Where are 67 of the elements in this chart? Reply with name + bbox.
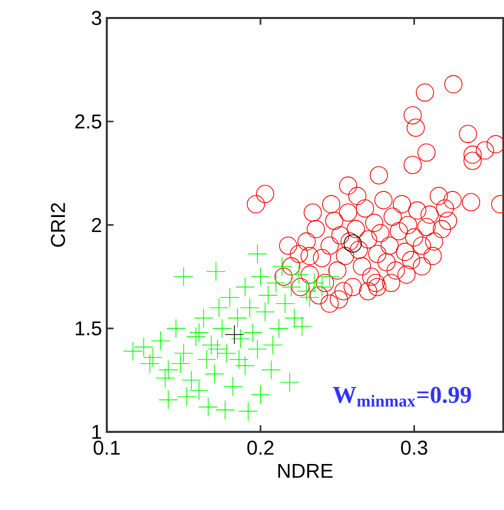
y-tick-label: 2.5 — [75, 114, 102, 129]
point — [243, 322, 263, 342]
point — [266, 273, 286, 293]
point — [235, 277, 255, 297]
point — [238, 401, 258, 421]
y-axis-title: CRI2 — [50, 203, 66, 247]
point — [320, 266, 340, 286]
point — [186, 326, 206, 346]
point — [223, 376, 243, 396]
y-tick-label: 1.5 — [76, 321, 102, 336]
point — [202, 335, 222, 355]
x-axis-title: NDRE — [278, 464, 333, 478]
point — [296, 281, 316, 301]
point — [289, 264, 309, 284]
point — [206, 262, 226, 282]
point — [280, 372, 300, 392]
point — [158, 390, 178, 410]
point — [255, 302, 275, 322]
point — [215, 400, 235, 420]
point — [228, 308, 248, 328]
point — [208, 339, 228, 359]
point — [174, 344, 194, 364]
point — [235, 356, 255, 376]
point — [262, 360, 281, 380]
point — [212, 318, 232, 338]
point — [248, 339, 268, 359]
point — [140, 354, 160, 374]
point — [209, 298, 229, 318]
point — [272, 256, 292, 276]
point — [204, 364, 224, 384]
point — [196, 350, 216, 370]
y-tick-label: 1 — [92, 425, 102, 439]
point — [216, 344, 236, 364]
x-tick-label: 0.1 — [94, 440, 120, 455]
point — [158, 360, 178, 380]
point — [123, 341, 143, 361]
point — [312, 277, 332, 297]
x-tick-label: 0.2 — [247, 440, 274, 455]
point — [248, 244, 268, 264]
point — [250, 266, 270, 286]
point — [170, 354, 190, 374]
point — [240, 298, 260, 318]
point — [275, 294, 295, 314]
x-tick-label: 0.3 — [401, 440, 428, 455]
point — [174, 266, 194, 286]
point — [189, 322, 209, 342]
point — [229, 350, 249, 370]
y-tick-label: 2 — [92, 218, 102, 232]
point — [344, 234, 362, 253]
point — [220, 288, 240, 308]
point — [281, 277, 301, 297]
point — [250, 384, 270, 404]
point — [155, 368, 175, 388]
point — [230, 329, 250, 349]
point — [176, 386, 196, 406]
point — [224, 324, 244, 344]
annotation: W$_{minmax}$=0.99 — [332, 386, 472, 407]
point — [258, 286, 278, 306]
point — [269, 318, 289, 338]
point — [263, 335, 283, 355]
point — [300, 288, 320, 308]
y-tick-label: 3 — [92, 10, 102, 26]
point — [304, 273, 324, 293]
point — [198, 397, 218, 417]
point — [194, 308, 214, 328]
point — [166, 318, 186, 338]
point — [150, 331, 170, 351]
